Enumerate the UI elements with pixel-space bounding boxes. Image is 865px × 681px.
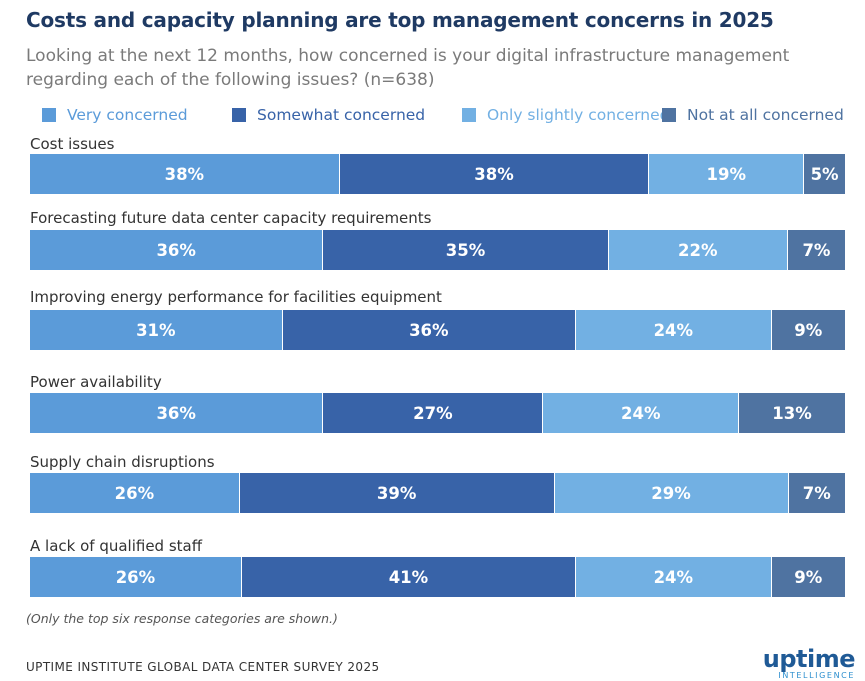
bar-segment: 31% [30, 310, 283, 350]
legend-label: Only slightly concerned [487, 106, 670, 124]
bar-segment: 9% [771, 557, 845, 597]
bar-segment: 29% [554, 473, 789, 513]
stacked-bar: 31% 36% 24% 9% [30, 310, 845, 350]
bar-segment: 27% [323, 393, 544, 433]
legend: Very concerned Somewhat concerned Only sli… [42, 104, 857, 126]
uptime-logo: uptime INTELLIGENCE [762, 645, 856, 680]
stacked-bar: 26% 39% 29% 7% [30, 473, 845, 513]
legend-item: Very concerned [42, 104, 188, 126]
bar-segment: 39% [239, 473, 555, 513]
bar-segment: 36% [30, 230, 324, 270]
category-label: Supply chain disruptions [30, 453, 215, 471]
chart-title: Costs and capacity planning are top mana… [26, 8, 774, 32]
bar-segment: 36% [30, 393, 324, 433]
bar-segment: 24% [576, 557, 772, 597]
bar-segment: 19% [649, 154, 805, 194]
source-credit: UPTIME INSTITUTE GLOBAL DATA CENTER SURV… [26, 660, 380, 674]
footnote: (Only the top six response categories ar… [26, 611, 338, 626]
bar-segment: 7% [787, 230, 845, 270]
category-label: Power availability [30, 373, 162, 391]
stacked-bar: 38% 38% 19% 5% [30, 154, 845, 194]
bar-segment: 38% [339, 154, 650, 194]
bar-segment: 26% [30, 473, 240, 513]
legend-swatch [462, 108, 476, 122]
logo-wordmark: uptime [762, 645, 856, 673]
category-label: Improving energy performance for facilit… [30, 288, 442, 306]
bar-segment: 35% [323, 230, 609, 270]
legend-label: Very concerned [67, 106, 188, 124]
legend-item: Somewhat concerned [232, 104, 425, 126]
legend-swatch [662, 108, 676, 122]
legend-swatch [232, 108, 246, 122]
bar-segment: 24% [543, 393, 740, 433]
chart-subtitle: Looking at the next 12 months, how conce… [26, 46, 790, 90]
legend-swatch [42, 108, 56, 122]
category-label: Forecasting future data center capacity … [30, 209, 432, 227]
category-label: A lack of qualified staff [30, 537, 203, 555]
bar-segment: 7% [788, 473, 845, 513]
bar-segment: 36% [282, 310, 577, 350]
bar-segment: 22% [608, 230, 788, 270]
stacked-bar: 26% 41% 24% 9% [30, 557, 845, 597]
stacked-bar: 36% 27% 24% 13% [30, 393, 845, 433]
category-label: Cost issues [30, 135, 115, 153]
bar-segment: 26% [30, 557, 242, 597]
bar-segment: 5% [804, 154, 845, 194]
legend-item: Not at all concerned [662, 104, 844, 126]
legend-label: Somewhat concerned [257, 106, 426, 124]
bar-segment: 13% [739, 393, 845, 433]
bar-segment: 24% [576, 310, 772, 350]
legend-label: Not at all concerned [687, 106, 844, 124]
bar-segment: 41% [241, 557, 577, 597]
bar-segment: 38% [30, 154, 340, 194]
logo-subtitle: INTELLIGENCE [778, 671, 855, 680]
legend-item: Only slightly concerned [462, 104, 669, 126]
stacked-bar: 36% 35% 22% 7% [30, 230, 845, 270]
bar-segment: 9% [771, 310, 845, 350]
